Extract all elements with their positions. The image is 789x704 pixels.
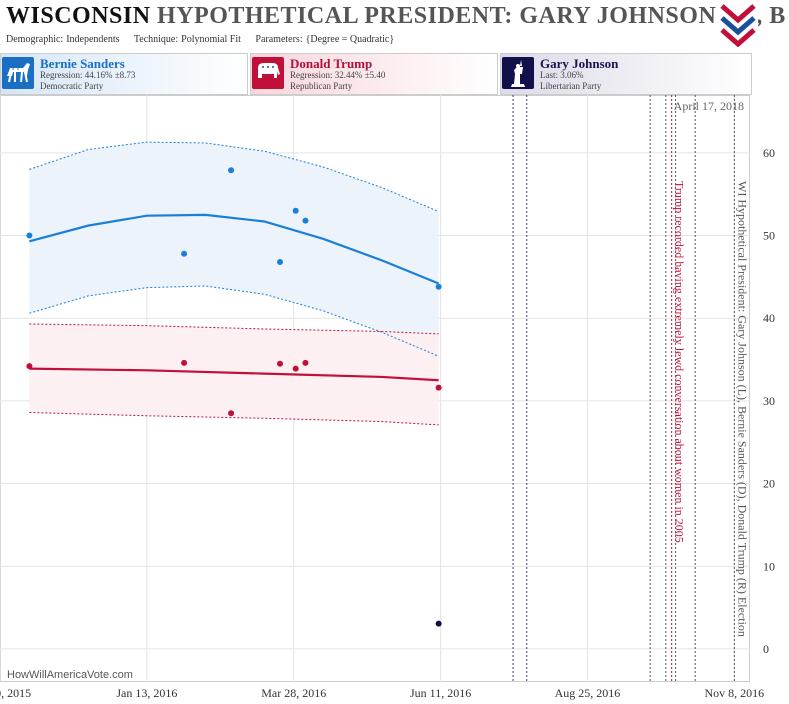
page-title: WISCONSIN HYPOTHETICAL PRESIDENT: GARY J… [6, 3, 786, 30]
demographic-info: Demographic: Independents [6, 34, 120, 45]
candidate-card-trump[interactable]: Donald Trump Regression: 32.44% ±5.40 Re… [250, 53, 498, 95]
data-point-2 [435, 620, 442, 627]
data-point-0 [277, 259, 284, 266]
header: WISCONSIN HYPOTHETICAL PRESIDENT: GARY J… [0, 0, 789, 50]
data-point-0 [292, 207, 299, 214]
x-tick-label: Oct 30, 2015 [0, 686, 31, 700]
data-point-1 [228, 410, 235, 417]
y-tick-label: 20 [763, 477, 775, 491]
candidate-party: Democratic Party [40, 81, 104, 91]
x-tick-label: Jan 13, 2016 [116, 686, 177, 700]
flag-logo-icon [718, 0, 758, 48]
donkey-icon [2, 57, 34, 89]
title-subtitle: HYPOTHETICAL PRESIDENT: GARY JOHNSON (L)… [157, 3, 786, 29]
candidate-cards: Bernie Sanders Regression: 44.16% ±8.73 … [0, 53, 789, 95]
confidence-band-0 [29, 142, 439, 357]
data-point-0 [435, 283, 442, 290]
date-label: April 17, 2018 [674, 99, 744, 113]
confidence-band-1 [29, 324, 439, 425]
event-lines: Trump recorded having extremely lewd con… [512, 95, 749, 682]
data-point-0 [181, 250, 188, 257]
data-point-1 [26, 363, 33, 370]
x-tick-label: Nov 8, 2016 [704, 686, 764, 700]
data-point-0 [26, 232, 33, 239]
candidate-name: Gary Johnson [540, 56, 619, 71]
lower-bound-line-0 [29, 285, 439, 357]
y-tick-label: 50 [763, 229, 775, 243]
axes: 0 10 20 30 40 50 60 Oct 30, 2015 Jan 13, 2016 Mar… [0, 146, 775, 700]
y-tick-label: 30 [763, 394, 775, 408]
x-tick-label: Jun 11, 2016 [410, 686, 471, 700]
data-point-1 [277, 360, 284, 367]
upper-bound-line-0 [29, 141, 439, 213]
y-tick-label: 40 [763, 311, 775, 325]
data-point-0 [302, 217, 309, 224]
fit-line-0 [29, 213, 440, 285]
candidate-card-johnson[interactable]: Gary Johnson Last: 3.06% Libertarian Par… [500, 53, 752, 95]
confidence-bands [29, 142, 439, 425]
event-annotation: Trump recorded having extremely lewd con… [673, 181, 687, 543]
candidate-regression: Regression: 44.16% ±8.73 [40, 70, 136, 80]
fit-line-1 [29, 367, 439, 382]
y-tick-label: 10 [763, 559, 775, 573]
y-tick-label: 0 [763, 642, 769, 656]
data-point-1 [292, 365, 299, 372]
chart-parameters: Demographic: Independents Technique: Polyn… [6, 34, 406, 45]
x-tick-label: Mar 28, 2016 [261, 686, 326, 700]
candidate-regression: Regression: 32.44% ±5.40 [290, 70, 386, 80]
elephant-icon [252, 57, 284, 89]
data-points [26, 167, 442, 627]
fit-lines [29, 141, 440, 426]
liberty-statue-icon [502, 57, 534, 89]
title-state: WISCONSIN [6, 3, 151, 29]
event-annotation: WI Hypothetical President: Gary Johnson … [735, 181, 749, 637]
watermark: HowWillAmericaVote.com [7, 669, 133, 681]
x-tick-label: Aug 25, 2016 [555, 686, 621, 700]
candidate-last-value: Last: 3.06% [540, 70, 584, 80]
parameters-info: Parameters: {Degree = Quadratic} [255, 34, 395, 45]
candidate-name: Donald Trump [290, 56, 373, 71]
data-point-1 [302, 359, 309, 366]
data-point-1 [435, 384, 442, 391]
data-point-0 [228, 167, 235, 174]
candidate-name: Bernie Sanders [40, 56, 125, 71]
y-tick-label: 60 [763, 146, 775, 160]
chart: Trump recorded having extremely lewd con… [0, 95, 775, 700]
data-point-1 [181, 359, 188, 366]
candidate-party: Republican Party [290, 81, 353, 91]
candidate-card-sanders[interactable]: Bernie Sanders Regression: 44.16% ±8.73 … [0, 53, 248, 95]
candidate-party: Libertarian Party [540, 81, 602, 91]
technique-info: Technique: Polynomial Fit [133, 34, 241, 45]
